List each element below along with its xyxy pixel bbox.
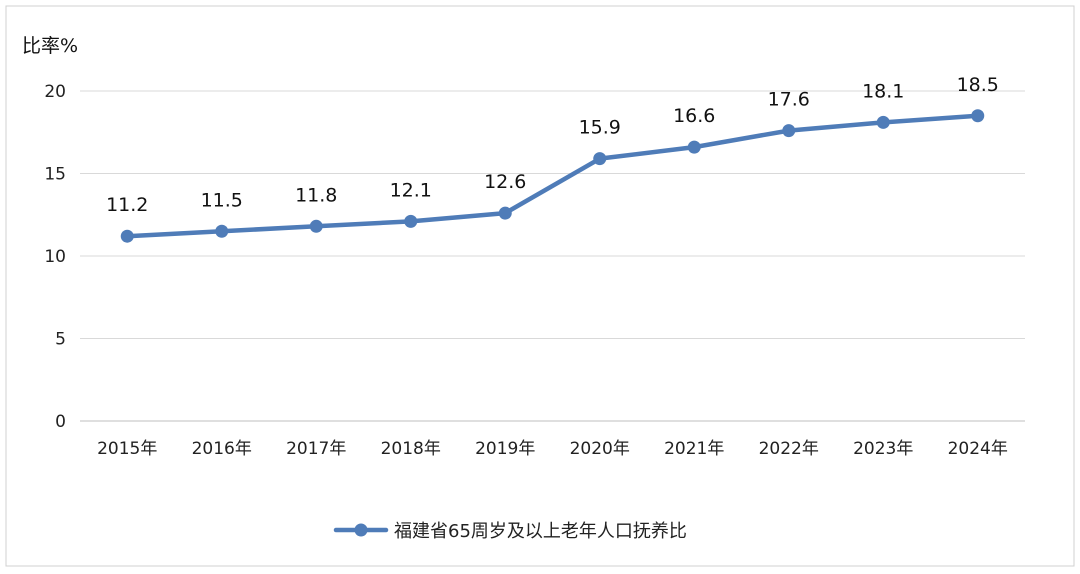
legend-entry: 福建省65周岁及以上老年人口抚养比: [394, 521, 687, 542]
data-label: 11.8: [295, 184, 337, 206]
data-label: 16.6: [673, 105, 715, 127]
data-point: [498, 206, 512, 220]
x-tick-label: 2024年: [948, 439, 1008, 459]
x-tick-label: 2020年: [570, 439, 630, 459]
data-label: 12.1: [390, 179, 432, 201]
y-tick-label: 10: [44, 247, 66, 267]
data-point: [876, 115, 890, 129]
data-point: [687, 140, 701, 154]
data-label: 11.2: [106, 194, 148, 216]
x-tick-label: 2022年: [759, 439, 819, 459]
data-label: 18.5: [957, 74, 999, 96]
y-tick-label: 5: [55, 330, 66, 350]
data-point: [593, 152, 607, 166]
y-axis-tick-labels: 0 5 10 15 20: [44, 82, 66, 432]
data-label: 17.6: [768, 89, 810, 111]
data-point: [309, 219, 323, 233]
data-point: [971, 109, 985, 123]
data-points: [120, 109, 985, 243]
y-tick-label: 15: [44, 165, 66, 185]
x-tick-label: 2016年: [192, 439, 252, 459]
legend-marker: [354, 523, 368, 537]
x-tick-label: 2018年: [381, 439, 441, 459]
x-tick-label: 2023年: [853, 439, 913, 459]
x-tick-label: 2017年: [286, 439, 346, 459]
data-label: 11.5: [201, 189, 243, 211]
data-label: 12.6: [484, 171, 526, 193]
legend: 福建省65周岁及以上老年人口抚养比: [333, 521, 687, 542]
x-tick-label: 2019年: [475, 439, 535, 459]
data-point: [120, 229, 134, 243]
y-axis-unit-label: 比率%: [22, 35, 78, 57]
x-tick-label: 2021年: [664, 439, 724, 459]
x-axis-tick-labels: 2015年 2016年 2017年 2018年 2019年 2020年 2021年 2022年…: [97, 439, 1008, 459]
data-label: 15.9: [579, 117, 621, 139]
y-tick-label: 20: [44, 82, 66, 102]
series-line: [125, 113, 980, 239]
data-point: [782, 124, 796, 138]
chart-frame: [5, 5, 1075, 567]
series-lines: [125, 113, 980, 239]
data-point: [404, 214, 418, 228]
data-labels: 11.2 11.5 11.8 12.1 12.6 15.9 16.6 17.6 18.1 18.5: [106, 74, 999, 216]
x-tick-label: 2015年: [97, 439, 157, 459]
data-point: [215, 224, 229, 238]
y-tick-label: 0: [55, 412, 66, 432]
gridlines: [80, 90, 1025, 422]
data-label: 18.1: [862, 80, 904, 102]
